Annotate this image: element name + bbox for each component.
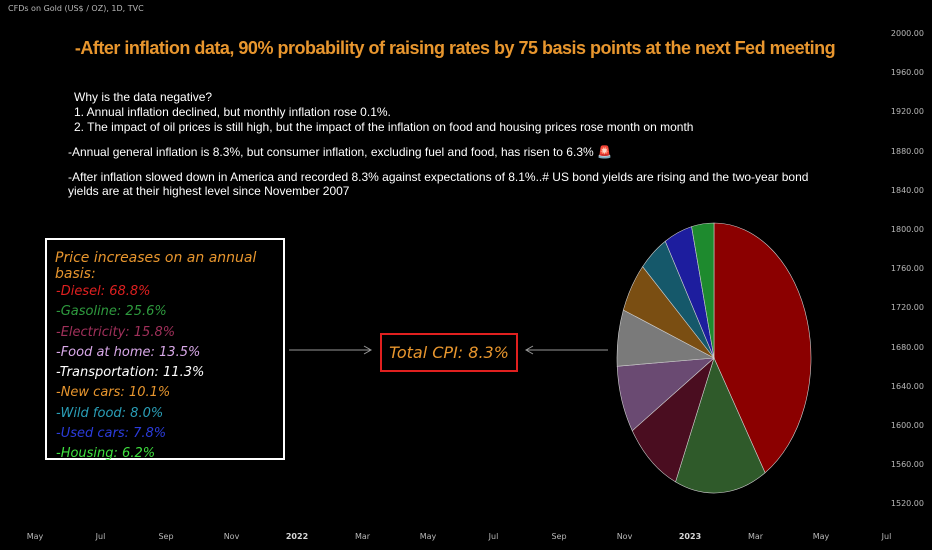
time-tick-label: Jul	[881, 532, 892, 541]
time-tick-label: Sep	[551, 532, 567, 541]
price-tick-label: 1960.00	[890, 68, 924, 78]
price-tick-label: 1600.00	[890, 421, 924, 430]
notes-general-inflation: -Annual general inflation is 8.3%, but c…	[68, 145, 612, 159]
price-tick-label: 1880.00	[890, 146, 924, 156]
total-cpi-box: Total CPI: 8.3%	[380, 333, 518, 372]
price-item: -Food at home: 13.5%	[56, 344, 201, 360]
price-tick-label: 1640.00	[890, 381, 924, 391]
price-tick-label: 1840.00	[890, 185, 924, 195]
price-tick-label: 1520.00	[890, 499, 924, 509]
chart-symbol-label: CFDs on Gold (US$ / OZ), 1D, TVC	[8, 4, 144, 13]
time-tick-label: 2023	[678, 532, 702, 541]
notes-question: Why is the data negative?	[74, 90, 213, 104]
pie-slice	[691, 222, 715, 359]
time-tick-label: Sep	[158, 532, 174, 541]
pie-chart	[616, 222, 812, 494]
price-tick-label: 2000.00	[890, 29, 924, 38]
time-tick-label: May	[419, 532, 437, 541]
notes-block: Why is the data negative? 1. Annual infl…	[0, 0, 880, 220]
price-tick-label: 1920.00	[890, 107, 924, 117]
price-increases-box: Price increases on an annual basis: -Die…	[45, 238, 285, 461]
price-item: -Electricity: 15.8%	[56, 324, 176, 340]
time-tick-label: May	[812, 532, 830, 541]
pie-slice	[675, 357, 766, 494]
pie-slice	[631, 357, 715, 483]
price-tick-label: 1800.00	[890, 225, 924, 234]
price-item: -Wild food: 8.0%	[56, 405, 164, 421]
notes-point-2: 2. The impact of oil prices is still hig…	[74, 120, 694, 134]
price-item: -Used cars: 7.8%	[56, 426, 167, 442]
price-increases-title: Price increases on an annual basis:	[55, 250, 257, 282]
price-item: -Transportation: 11.3%	[56, 365, 205, 381]
price-item: -Diesel: 68.8%	[56, 284, 151, 299]
price-tick-label: 1760.00	[890, 264, 924, 274]
total-cpi-label: Total CPI: 8.3%	[389, 343, 509, 362]
price-tick-label: 1680.00	[890, 342, 924, 352]
time-tick-label: Nov	[616, 532, 633, 541]
pie-slice	[713, 222, 812, 474]
price-tick-label: 1720.00	[890, 303, 924, 313]
price-tick-label: 1560.00	[890, 460, 924, 470]
price-item: -Gasoline: 25.6%	[56, 304, 167, 320]
time-axis[interactable]: May Jul Sep Nov 2022 Mar May Jul Sep Nov 2023 Mar Ma…	[0, 528, 932, 550]
price-increases-list: -Diesel: 68.8% -Gasoline: 25.6% -Electrici…	[56, 282, 204, 465]
time-tick-label: Mar	[354, 532, 371, 541]
price-axis[interactable]: 2000.00 1960.00 1920.00 1880.00 1840.00 1800.…	[884, 0, 932, 550]
time-tick-label: Mar	[747, 532, 764, 541]
time-tick-label: May	[26, 532, 44, 541]
right-arrow-head	[524, 345, 534, 355]
time-tick-label: Jul	[95, 532, 106, 541]
notes-point-1: 1. Annual inflation declined, but monthl…	[74, 105, 391, 119]
notes-america: -After inflation slowed down in America …	[68, 170, 809, 198]
left-arrow-head	[363, 345, 373, 355]
time-tick-label: 2022	[285, 532, 309, 541]
time-tick-label: Jul	[488, 532, 499, 541]
price-item: -Housing: 6.2%	[56, 446, 156, 462]
headline: -After inflation data, 90% probability o…	[74, 38, 836, 58]
time-tick-label: Nov	[223, 532, 240, 541]
price-item: -New cars: 10.1%	[56, 385, 171, 401]
